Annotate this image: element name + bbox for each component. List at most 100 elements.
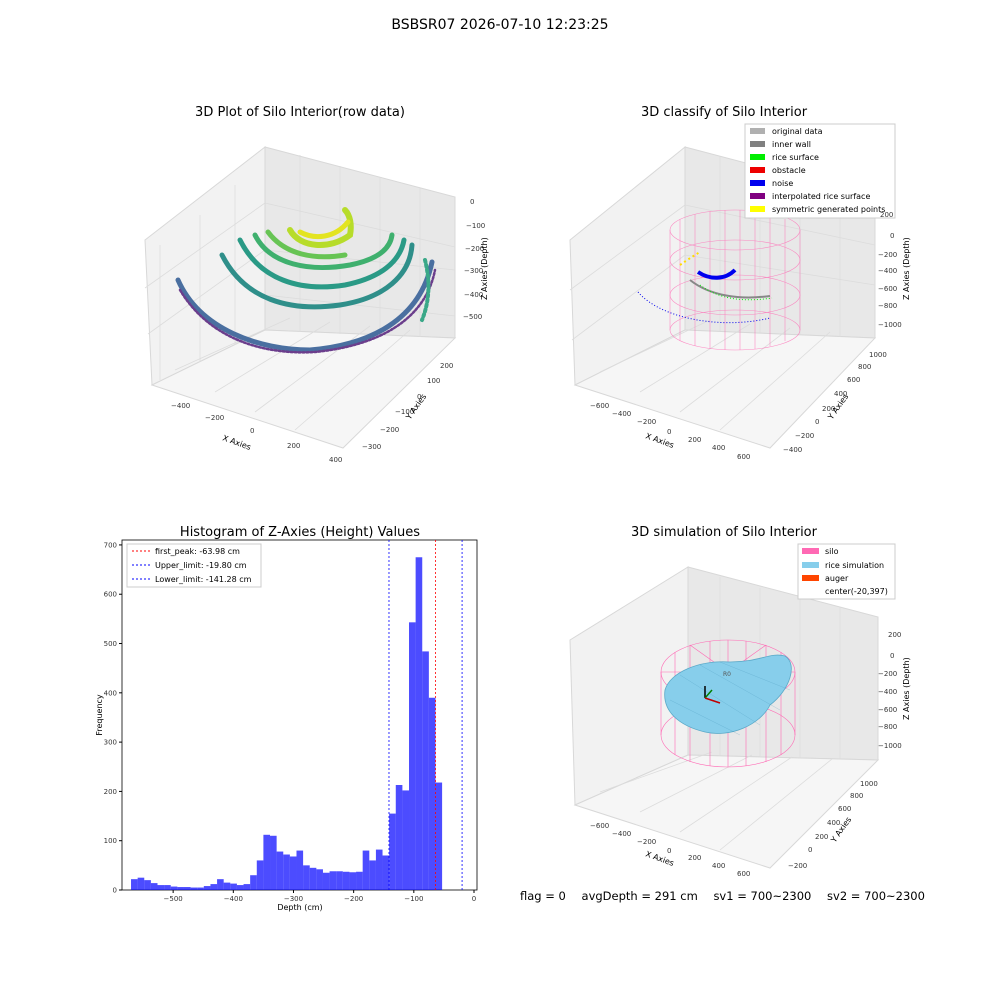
raw-arc-mid2 <box>237 237 407 290</box>
histogram-bar <box>316 869 323 890</box>
histogram-bar <box>144 880 151 890</box>
classify-y-tick: −200 <box>795 432 814 440</box>
simulation-auger: R0 <box>704 671 731 704</box>
simulation-y-tick: 800 <box>850 792 863 800</box>
histogram-bar <box>303 865 310 890</box>
histogram-bar <box>203 886 211 890</box>
raw-y-tick: −200 <box>380 426 399 434</box>
legend-swatch-silo <box>802 548 819 554</box>
panel-simulation: 3D simulation of Silo Interior <box>560 520 920 880</box>
histogram-bar <box>382 855 390 890</box>
histogram-y-tick-label: 700 <box>104 541 117 549</box>
legend-label: rice simulation <box>825 561 884 570</box>
raw-x-tick: −400 <box>171 402 190 410</box>
histogram-bar <box>309 867 317 890</box>
raw-z-ticks: 0 −100 −200 −300 −400 −500 <box>463 198 485 321</box>
legend-swatch-inner-wall <box>750 141 765 147</box>
simulation-x-tick: 200 <box>688 854 701 862</box>
histogram-bar <box>375 849 383 890</box>
raw-z-tick: 0 <box>470 198 474 206</box>
histogram-bar <box>183 887 191 890</box>
classify-z-tick: −800 <box>878 302 897 310</box>
legend-label: symmetric generated points <box>772 205 885 214</box>
simulation-z-tick: 0 <box>890 652 894 660</box>
histogram-y-ticks: 0 100 200 300 400 500 600 700 <box>104 541 122 895</box>
histogram-bar <box>177 887 184 890</box>
legend-label: obstacle <box>772 166 806 175</box>
raw-arc-upper2 <box>265 229 348 260</box>
histogram-bar <box>329 871 337 890</box>
histogram-bar <box>435 782 443 890</box>
status-avg-depth: avgDepth = 291 cm <box>581 889 698 903</box>
classify-x-tick: 200 <box>688 436 701 444</box>
classify-x-tick: 600 <box>737 453 750 461</box>
histogram-y-tick-label: 300 <box>104 739 117 747</box>
histogram-bar <box>250 875 257 890</box>
legend-label: noise <box>772 179 793 188</box>
classify-x-tick: 0 <box>667 428 671 436</box>
simulation-z-tick: −200 <box>878 670 897 678</box>
legend-swatch-symmetric <box>750 206 765 212</box>
simulation-3d-plot: 3D simulation of Silo Interior <box>569 525 911 878</box>
classify-z-tick: −400 <box>878 267 897 275</box>
histogram-bar <box>137 877 145 890</box>
classify-plot-title: 3D classify of Silo Interior <box>641 105 808 120</box>
raw-arc-mid <box>219 242 415 310</box>
histogram-bar <box>402 790 410 890</box>
histogram-bar <box>164 885 171 890</box>
panel-classify: 3D classify of Silo Interior <box>560 100 920 480</box>
raw-z-tick: −500 <box>463 313 482 321</box>
simulation-y-tick: 0 <box>808 846 812 854</box>
raw-z-label: Z Axies (Depth) <box>480 237 489 300</box>
legend-label: inner wall <box>772 140 811 149</box>
legend-label: Lower_limit: -141.28 cm <box>155 575 252 584</box>
legend-swatch-obstacle <box>750 167 765 173</box>
classify-z-tick: 0 <box>890 232 894 240</box>
raw-y-tick: −100 <box>395 408 414 416</box>
raw-x-label: X Axies <box>221 433 252 452</box>
legend-label: auger <box>825 574 849 583</box>
histogram-x-tick-label: −300 <box>284 895 303 903</box>
histogram-bar <box>356 871 363 890</box>
simulation-z-ticks: 200 0 −200 −400 −600 −800 −1000 <box>878 631 902 750</box>
classify-noise-cluster <box>696 268 737 280</box>
status-sv2: sv2 = 700~2300 <box>827 889 925 903</box>
legend-swatch-interpolated <box>750 193 765 199</box>
classify-z-ticks: 200 0 −200 −400 −600 −800 −1000 <box>878 211 902 329</box>
status-sv1: sv1 = 700~2300 <box>713 889 812 903</box>
simulation-x-tick: −200 <box>637 838 656 846</box>
legend-label: center(-20,397) <box>825 587 888 596</box>
classify-inner-wall <box>689 279 771 299</box>
classify-z-tick: −200 <box>878 251 897 259</box>
classify-y-tick: 0 <box>815 418 819 426</box>
histogram-bar <box>150 883 158 890</box>
histogram-x-label: Depth (cm) <box>277 903 322 912</box>
simulation-x-tick: 400 <box>712 862 725 870</box>
raw-arc-upper <box>252 232 395 270</box>
histogram-bar <box>283 854 290 890</box>
classify-floor-pane <box>573 329 877 449</box>
simulation-z-tick: −400 <box>878 688 897 696</box>
simulation-x-tick: −600 <box>590 822 609 830</box>
histogram-y-label: Frequency <box>95 694 104 736</box>
classify-x-tick: 400 <box>712 444 725 452</box>
histogram-x-tick-label: −100 <box>404 895 423 903</box>
raw-x-tick: 200 <box>287 442 300 450</box>
simulation-z-tick: 200 <box>888 631 901 639</box>
classify-x-tick: −200 <box>637 418 656 426</box>
raw-z-tick: −400 <box>464 291 483 299</box>
histogram-y-tick-label: 400 <box>104 689 117 697</box>
classify-silo-wireframe <box>669 209 801 351</box>
histogram-bar <box>190 887 198 890</box>
histogram-bar <box>236 885 244 890</box>
classify-x-tick: −600 <box>590 402 609 410</box>
raw-x-ticks: −400 −200 0 200 400 <box>171 402 342 464</box>
histogram-y-tick-label: 0 <box>113 887 117 895</box>
legend-label: first_peak: -63.98 cm <box>155 547 240 556</box>
raw-x-tick: −200 <box>205 414 224 422</box>
simulation-x-tick: 0 <box>667 847 671 855</box>
raw-y-tick: 200 <box>440 362 453 370</box>
legend-swatch-rice-surface <box>750 154 765 160</box>
simulation-y-tick: 200 <box>815 833 828 841</box>
histogram-bar <box>230 883 237 890</box>
